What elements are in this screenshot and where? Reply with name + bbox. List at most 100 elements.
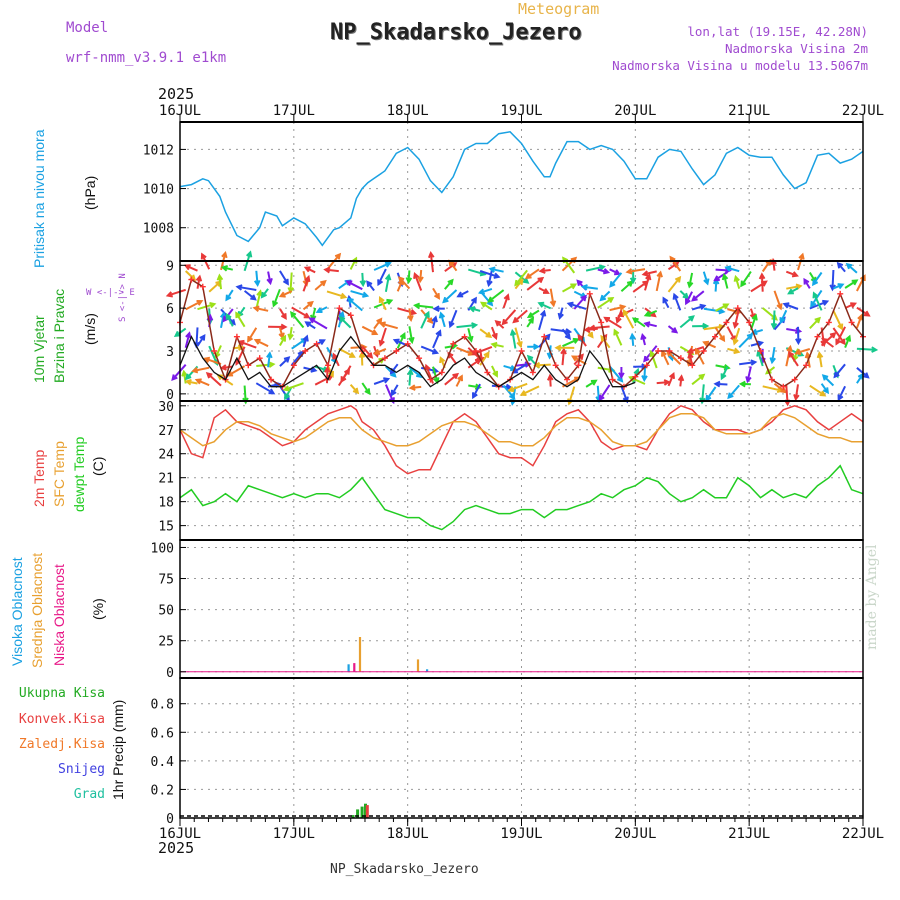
- wind-arrow: [809, 384, 826, 397]
- wind-arrow: [511, 330, 517, 349]
- wind-arrow: [538, 302, 552, 310]
- wind-arrow: [521, 385, 540, 396]
- wind-marker: [268, 376, 275, 383]
- wind-arrow-head: [266, 351, 273, 359]
- wind-arrow-head: [252, 305, 260, 312]
- wind-arrow-head: [656, 270, 663, 278]
- wind-arrow-head: [519, 390, 527, 396]
- wind-arrow-head: [570, 355, 578, 362]
- wind-arrow: [705, 386, 717, 401]
- wind-arrow: [373, 378, 389, 385]
- wind-arrow: [171, 364, 187, 381]
- wind-arrow: [456, 346, 474, 356]
- wind-arrow-head: [522, 277, 530, 284]
- wind-arrow-head: [347, 297, 354, 304]
- wind-arrow-head: [447, 278, 454, 286]
- wind-arrow: [727, 384, 740, 399]
- wind-arrow: [549, 288, 555, 306]
- wind-arrow-head: [303, 312, 311, 319]
- wind-arrow: [739, 361, 756, 366]
- wind-marker: [381, 355, 388, 362]
- wind-arrow-head: [307, 300, 314, 308]
- x-tick-label: 17JUL: [273, 826, 315, 842]
- wind-arrow-head: [235, 284, 243, 291]
- wind-arrow-head: [538, 267, 546, 274]
- wind-arrow-head: [613, 328, 620, 336]
- wind-arrow-head: [641, 270, 649, 277]
- wind-arrow-head: [871, 346, 879, 353]
- wind-arrow-head: [479, 301, 487, 308]
- wind-arrow-head: [779, 317, 786, 324]
- wind-arrow-head: [194, 378, 202, 385]
- model-label: Model: [66, 20, 109, 36]
- wind-arrow: [632, 280, 648, 293]
- wind-arrow: [479, 328, 492, 338]
- precip-bar: [356, 809, 360, 818]
- wind-arrow-head: [863, 310, 871, 317]
- wind-arrow-head: [793, 394, 800, 402]
- wind-arrow: [384, 275, 390, 292]
- wind-marker: [780, 383, 787, 390]
- wind-arrow-head: [566, 301, 574, 308]
- wind-arrow-head: [173, 330, 181, 338]
- wind-arrow-head: [618, 372, 625, 380]
- wind-arrow: [846, 263, 858, 274]
- wind-marker: [438, 369, 445, 376]
- wind-arrow-head: [471, 322, 479, 329]
- wind-arrow: [256, 363, 274, 367]
- wind-arrow: [691, 290, 705, 302]
- wind-arrow-head: [577, 333, 584, 341]
- wind-arrow-head: [407, 315, 414, 323]
- y-tick-label: 25: [158, 635, 174, 650]
- wind-arrow-head: [795, 338, 802, 346]
- wind-arrow-head: [565, 328, 573, 335]
- wind-arrow: [714, 327, 725, 341]
- wind-arrow: [812, 271, 823, 285]
- legend-freezing-rain: Zaledj.Kisa: [18, 737, 105, 752]
- wind-arrow-head: [278, 291, 286, 298]
- wind-arrow-head: [615, 316, 622, 324]
- wind-arrow: [514, 269, 528, 286]
- wind-arrow-head: [384, 273, 392, 281]
- wind-arrow-head: [272, 300, 279, 308]
- y-tick-label: 0: [166, 388, 174, 403]
- wind-arrow: [688, 272, 694, 287]
- wind-arrow-head: [209, 302, 217, 309]
- wind-arrow: [326, 346, 337, 363]
- y-tick-label: 3: [166, 345, 174, 360]
- wind-arrow-head: [442, 296, 449, 304]
- precip-bar: [365, 805, 369, 818]
- wind-arrow-head: [386, 298, 394, 305]
- wind-arrow: [644, 274, 651, 291]
- wind-arrow: [685, 291, 693, 304]
- wind-arrow-head: [366, 352, 374, 359]
- y-tick-label: 27: [158, 424, 174, 439]
- wind-arrow-head: [607, 296, 615, 304]
- wind-arrow: [384, 384, 395, 403]
- wind-arrow: [772, 310, 776, 328]
- model-value: wrf-nmm_v3.9.1 e1km: [66, 50, 227, 66]
- wind-arrow-head: [718, 307, 726, 315]
- wind-arrow: [208, 345, 219, 365]
- wind-arrow-head: [165, 291, 173, 298]
- wind-arrow: [535, 363, 551, 367]
- wind-arrow-head: [268, 388, 276, 395]
- wind-arrow-head: [598, 394, 605, 402]
- wind-marker: [757, 348, 764, 354]
- wind-arrow-head: [431, 348, 440, 355]
- wind-arrow: [786, 285, 801, 290]
- wind-marker: [734, 305, 741, 312]
- wind-arrow-head: [237, 344, 245, 351]
- wind-arrow: [279, 270, 289, 285]
- wind-arrow: [394, 339, 410, 348]
- wind-arrow-head: [788, 350, 795, 358]
- wind-arrow: [291, 306, 310, 319]
- wind-arrow-head: [493, 272, 501, 279]
- wind-arrow-head: [216, 273, 224, 281]
- wind-arrow: [738, 333, 753, 348]
- wind-arrow: [447, 352, 458, 365]
- wind-arrow-head: [572, 337, 580, 344]
- wind-arrow-head: [769, 357, 776, 365]
- wind-arrow: [832, 327, 846, 345]
- wind-arrow: [508, 382, 528, 392]
